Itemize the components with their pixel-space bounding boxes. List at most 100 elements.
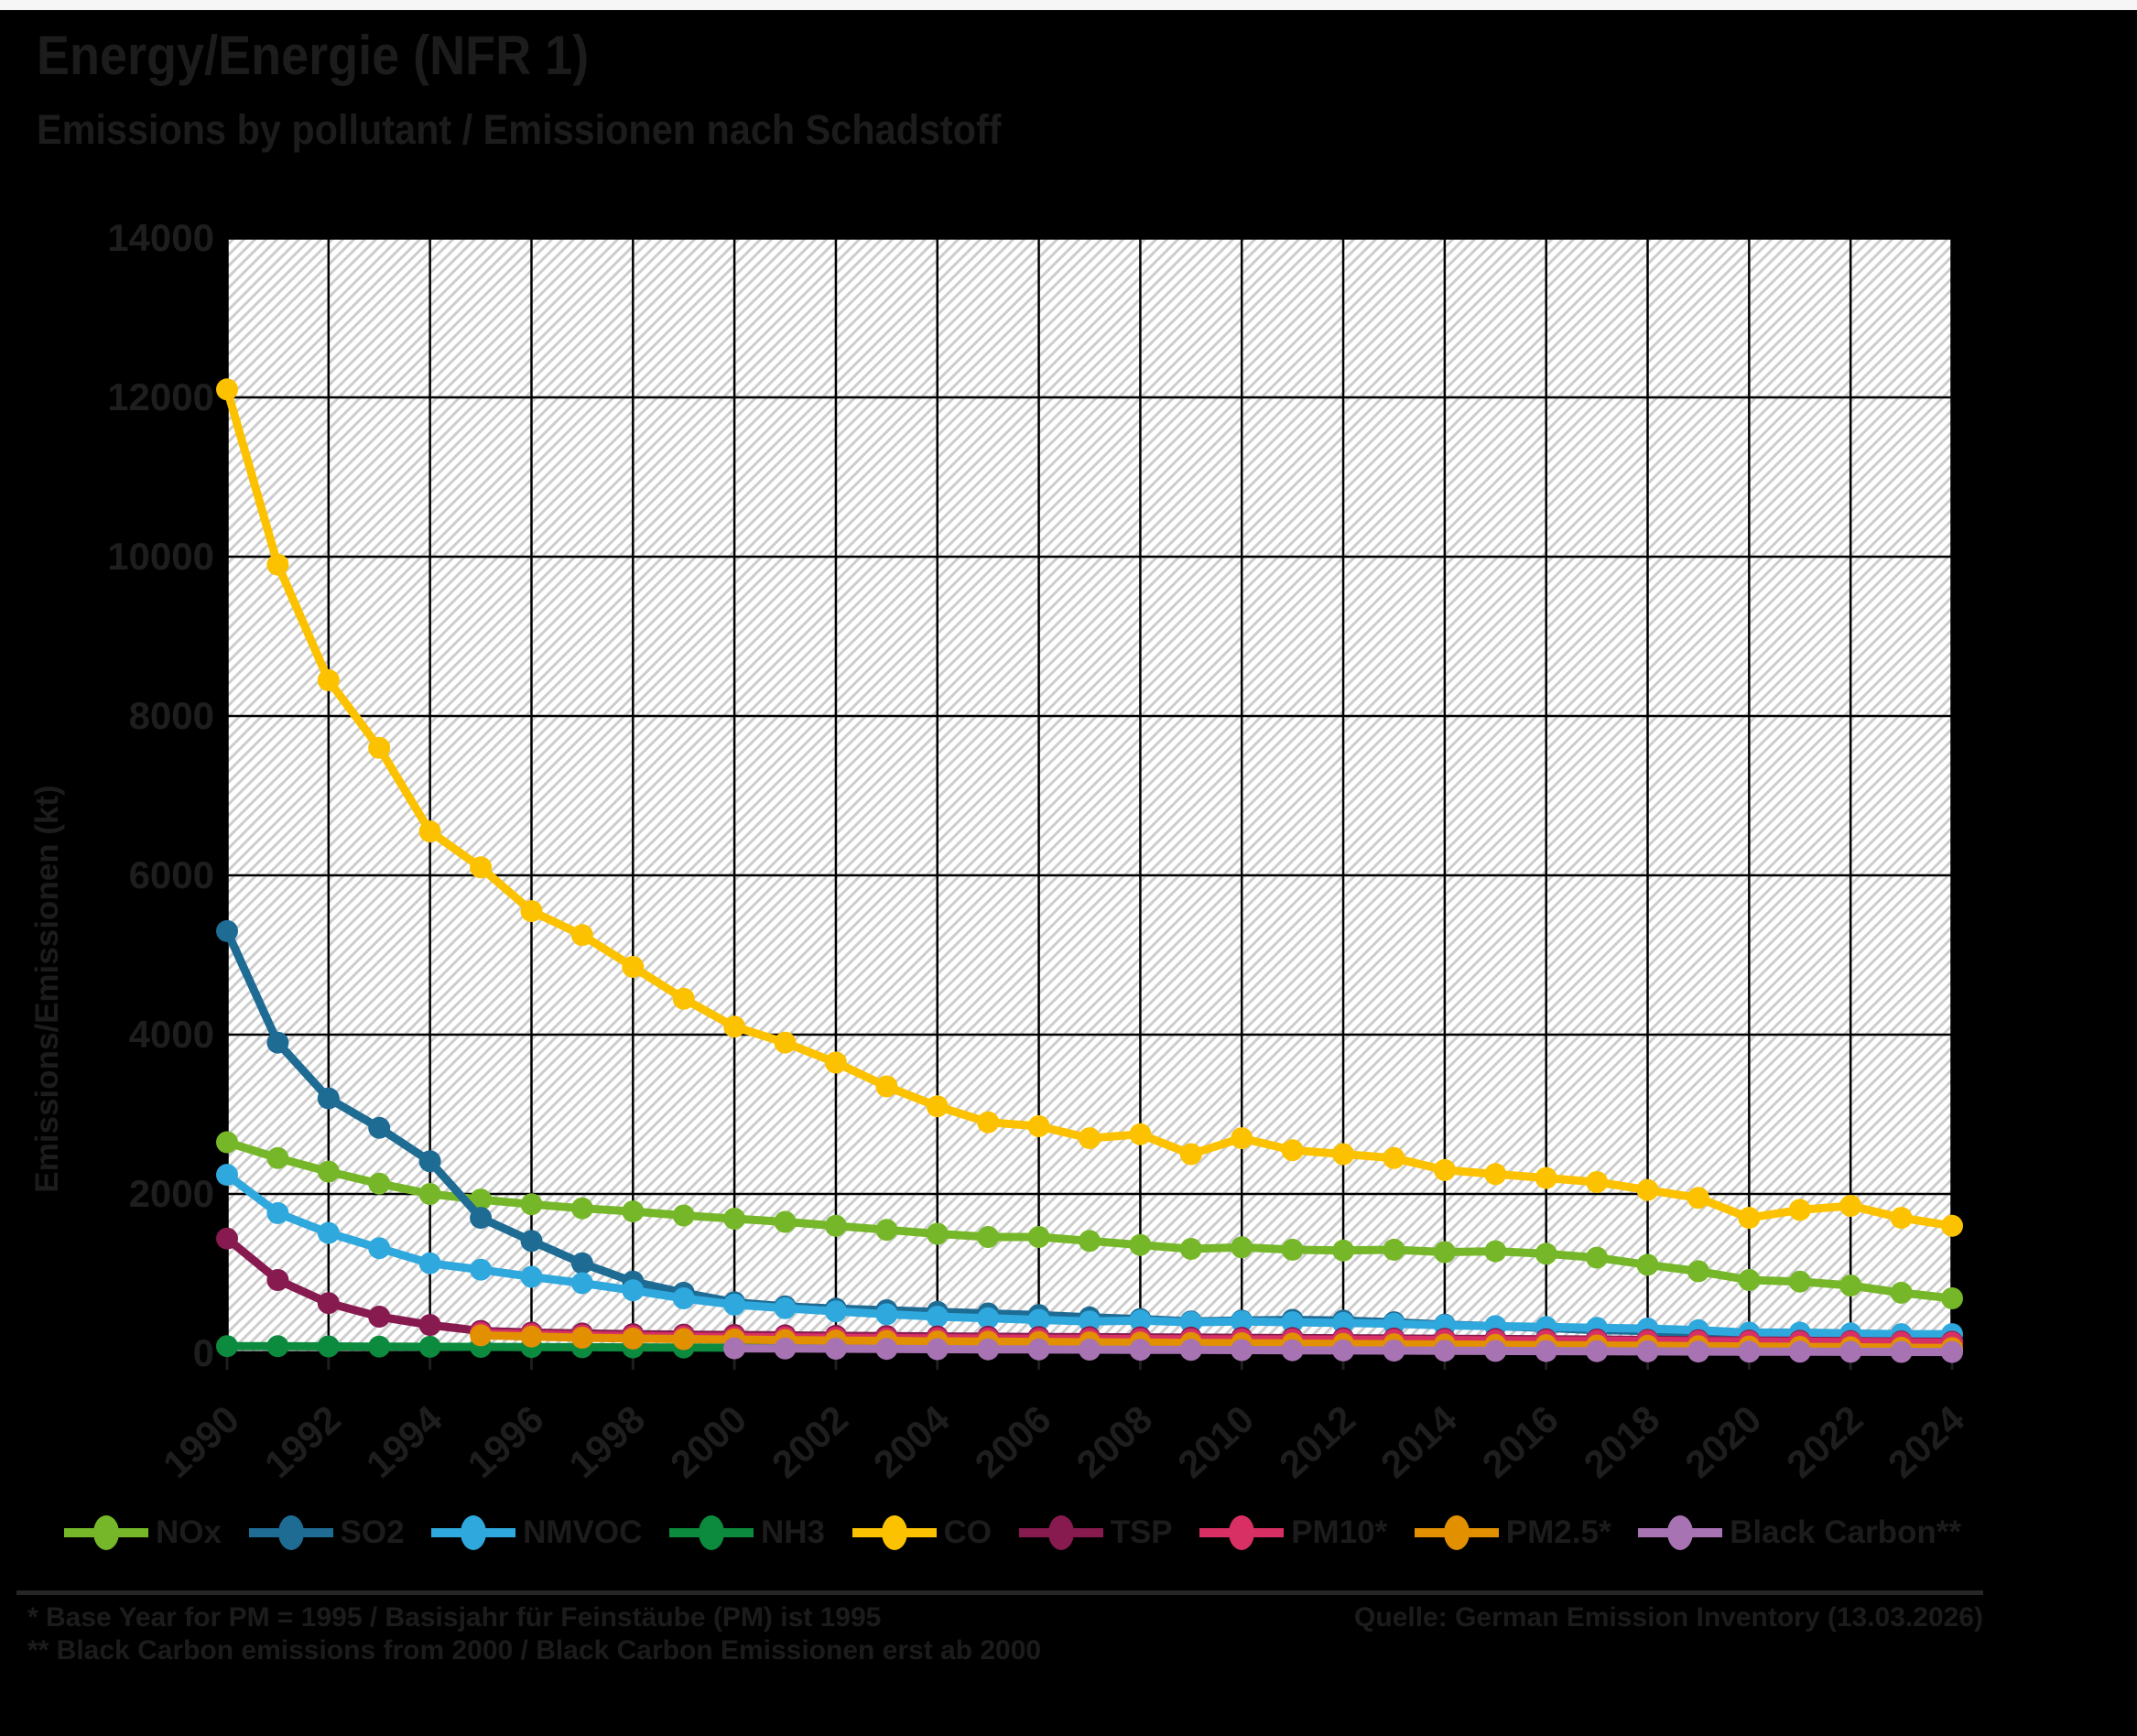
legend-item-pm2-5: PM2.5* — [1413, 1513, 1611, 1553]
series-nmvoc-point — [520, 1265, 543, 1288]
series-nmvoc-point — [570, 1272, 593, 1295]
series-co-point — [977, 1111, 1000, 1134]
series-nox-point — [418, 1183, 441, 1205]
x-tick-label: 2002 — [764, 1397, 856, 1486]
series-black-carbon-point — [1788, 1340, 1811, 1363]
series-tsp-point — [216, 1227, 238, 1250]
series-nox-point — [520, 1193, 543, 1216]
x-tick-label: 1994 — [358, 1396, 450, 1486]
series-black-carbon-point — [1535, 1340, 1557, 1362]
series-co-point — [1839, 1195, 1862, 1217]
series-so2-point — [368, 1116, 391, 1139]
x-tick-label: 2008 — [1068, 1397, 1161, 1486]
series-nox-point — [723, 1208, 746, 1230]
footer-divider — [16, 1590, 1983, 1595]
series-co-point — [418, 820, 441, 843]
series-nox-point — [1484, 1240, 1507, 1263]
legend-item-tsp: TSP — [1017, 1513, 1173, 1553]
series-pm2-5-point — [520, 1325, 543, 1348]
series-nmvoc-point — [875, 1303, 898, 1326]
series-so2-point — [266, 1031, 289, 1054]
series-black-carbon-point — [1027, 1338, 1050, 1361]
series-co-point — [1079, 1127, 1101, 1150]
series-co-point — [1788, 1199, 1811, 1221]
series-black-carbon-point — [977, 1338, 1000, 1361]
x-tick-label: 1996 — [460, 1397, 552, 1486]
series-nmvoc-point — [216, 1164, 238, 1187]
legend-label-so2: SO2 — [340, 1514, 405, 1550]
series-nmvoc-point — [1179, 1311, 1202, 1334]
series-pm2-5-point — [470, 1324, 493, 1347]
legend-marker-nmvoc — [431, 1515, 516, 1550]
series-nox-point — [1179, 1238, 1202, 1260]
series-so2-point — [317, 1087, 340, 1110]
series-co-point — [216, 378, 238, 401]
series-nmvoc-point — [824, 1300, 847, 1323]
series-nmvoc-point — [1079, 1310, 1101, 1333]
series-co-point — [368, 736, 391, 759]
legend-label-pm2-5: PM2.5* — [1505, 1514, 1611, 1550]
chart-title: Energy/Energie (NFR 1) — [37, 25, 590, 86]
series-black-carbon-point — [1129, 1339, 1152, 1362]
series-co-point — [1281, 1139, 1304, 1162]
series-nox-point — [774, 1210, 797, 1233]
y-tick-label: 8000 — [129, 694, 214, 737]
series-nox-point — [622, 1200, 645, 1223]
legend-item-pm10: PM10* — [1198, 1513, 1387, 1553]
legend-marker-pm10 — [1199, 1515, 1285, 1550]
legend-label-tsp: TSP — [1110, 1514, 1173, 1550]
series-co-point — [1332, 1143, 1355, 1166]
legend-item-black-carbon: Black Carbon** — [1636, 1513, 1961, 1553]
series-nh3-point — [266, 1335, 289, 1358]
legend-marker-black-carbon — [1638, 1515, 1723, 1550]
series-co-point — [824, 1051, 847, 1074]
series-tsp-point — [368, 1306, 391, 1328]
series-pm2-5-point — [570, 1327, 593, 1349]
series-co-point — [1179, 1143, 1202, 1166]
y-tick-label: 0 — [193, 1331, 214, 1374]
legend-item-nox: NOx — [62, 1513, 222, 1553]
series-nmvoc-point — [672, 1287, 695, 1309]
y-tick-label: 4000 — [129, 1013, 214, 1056]
series-nox-point — [1788, 1270, 1811, 1293]
legend-label-pm10: PM10* — [1291, 1514, 1388, 1550]
legend-marker-co — [852, 1515, 937, 1550]
series-so2-point — [570, 1252, 593, 1275]
series-nmvoc-point — [1027, 1308, 1050, 1331]
x-tick-label: 2010 — [1169, 1397, 1262, 1486]
y-tick-label: 2000 — [129, 1172, 214, 1215]
x-tick-label: 2016 — [1474, 1397, 1567, 1486]
series-co-point — [875, 1075, 898, 1098]
series-nh3-point — [317, 1335, 340, 1358]
series-co-point — [622, 956, 645, 978]
legend-label-nmvoc: NMVOC — [523, 1514, 643, 1550]
series-nmvoc-point — [470, 1258, 493, 1281]
series-nox-point — [317, 1160, 340, 1183]
y-tick-label: 14000 — [107, 216, 214, 259]
series-co-point — [1433, 1158, 1456, 1181]
footnote-pm-base-year: * Base Year for PM = 1995 / Basisjahr fü… — [27, 1602, 882, 1633]
series-tsp-point — [418, 1314, 441, 1337]
series-nox-point — [470, 1188, 493, 1211]
legend-marker-nox — [64, 1515, 148, 1550]
series-nox-point — [368, 1172, 391, 1195]
series-pm2-5-point — [672, 1328, 695, 1351]
x-tick-label: 2022 — [1778, 1397, 1871, 1486]
series-co-point — [1738, 1207, 1761, 1230]
y-tick-label: 12000 — [107, 375, 214, 418]
x-tick-label: 2000 — [662, 1397, 754, 1486]
series-nox-point — [1332, 1239, 1355, 1262]
legend-marker-nh3 — [668, 1515, 754, 1550]
series-nox-point — [216, 1131, 238, 1154]
series-nox-point — [1687, 1260, 1709, 1283]
series-co-point — [1687, 1187, 1709, 1210]
x-tick-label: 2006 — [967, 1397, 1059, 1486]
plot-area — [227, 238, 1952, 1353]
series-nmvoc-point — [622, 1279, 645, 1302]
series-nmvoc-point — [1281, 1311, 1304, 1334]
series-nmvoc-point — [723, 1293, 746, 1316]
series-nox-point — [977, 1226, 1000, 1248]
series-pm2-5-point — [622, 1327, 645, 1350]
series-nmvoc-point — [926, 1306, 949, 1328]
